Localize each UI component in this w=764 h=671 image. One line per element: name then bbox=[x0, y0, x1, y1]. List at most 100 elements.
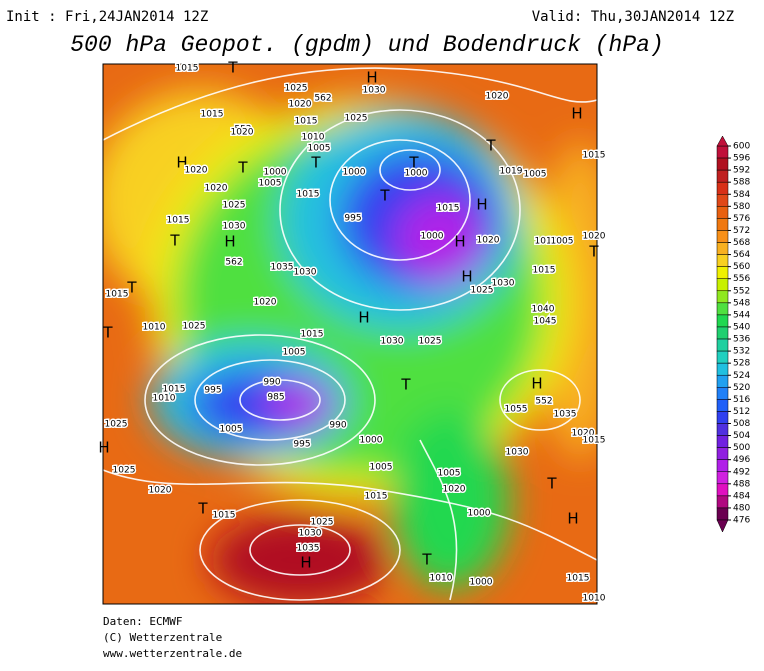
map-field bbox=[103, 64, 597, 604]
colorbar-segment bbox=[716, 290, 729, 304]
isobar-label: 1010 bbox=[535, 237, 558, 247]
colorbar-segment bbox=[716, 145, 729, 159]
pressure-center: T bbox=[169, 232, 180, 250]
colorbar-segment bbox=[716, 230, 729, 243]
pressure-center: T bbox=[310, 154, 321, 172]
isobar-label: 1015 bbox=[201, 110, 224, 120]
isobar-label: 1010 bbox=[302, 133, 325, 143]
isobar-label: 1025 bbox=[345, 114, 368, 124]
colorbar-segment bbox=[716, 387, 729, 400]
isobar-label: 1055 bbox=[505, 405, 528, 415]
isobar-label: 1005 bbox=[370, 463, 393, 473]
isobar-label: 1020 bbox=[583, 232, 606, 242]
isobar-label: 1005 bbox=[283, 348, 306, 358]
colorbar-label: 584 bbox=[733, 190, 750, 200]
isobar-label: 1000 bbox=[421, 232, 444, 242]
isobar-label: 1005 bbox=[220, 425, 243, 435]
isobar-label: 1025 bbox=[471, 286, 494, 296]
colorbar-label: 496 bbox=[733, 455, 750, 465]
isobar-label: 1015 bbox=[583, 436, 606, 446]
pressure-center: H bbox=[461, 268, 472, 286]
colorbar-segment bbox=[716, 362, 729, 376]
colorbar-label: 536 bbox=[733, 335, 750, 345]
isobar-label: 1015 bbox=[295, 117, 318, 127]
colorbar-segment bbox=[716, 423, 729, 436]
colorbar-label: 520 bbox=[733, 383, 750, 393]
isobar-label: 1035 bbox=[297, 544, 320, 554]
isobar-label: 1030 bbox=[223, 222, 246, 232]
isobar-label: 562 bbox=[314, 94, 331, 104]
footer-line: www.wetterzentrale.de bbox=[103, 647, 242, 660]
pressure-center: H bbox=[571, 105, 582, 123]
colorbar-segment bbox=[716, 459, 729, 472]
colorbar-segment bbox=[716, 507, 729, 521]
colorbar-label: 548 bbox=[733, 298, 750, 308]
isobar-label: 1020 bbox=[149, 486, 172, 496]
colorbar-segment bbox=[716, 157, 729, 171]
isobar-label: 1025 bbox=[419, 337, 442, 347]
footer-line: (C) Wetterzentrale bbox=[103, 631, 222, 644]
isobar-label: 1000 bbox=[360, 436, 383, 446]
pressure-center: T bbox=[102, 324, 113, 342]
isobar-label: 1010 bbox=[583, 594, 606, 604]
colorbar-label: 544 bbox=[733, 310, 750, 320]
isobar-label: 1015 bbox=[567, 574, 590, 584]
colorbar-label: 528 bbox=[733, 359, 750, 369]
isobar-label: 1015 bbox=[583, 151, 606, 161]
isobar-label: 1015 bbox=[176, 64, 199, 74]
isobar-label: 1000 bbox=[264, 168, 287, 178]
colorbar-segment bbox=[716, 326, 729, 340]
isobar-label: 1015 bbox=[437, 204, 460, 214]
colorbar-segment bbox=[716, 374, 729, 388]
pressure-center: T bbox=[421, 551, 432, 569]
colorbar-arrow bbox=[716, 519, 729, 533]
colorbar-label: 480 bbox=[733, 503, 750, 513]
colorbar-label: 556 bbox=[733, 274, 750, 284]
colorbar-segment bbox=[716, 242, 729, 255]
isobar-label: 1020 bbox=[185, 166, 208, 176]
isobar-label: 1015 bbox=[533, 266, 556, 276]
colorbar-segment bbox=[716, 483, 729, 497]
isobar-label: 1030 bbox=[506, 448, 529, 458]
isobar-label: 1020 bbox=[443, 485, 466, 495]
isobar-label: 1010 bbox=[143, 323, 166, 333]
isobar-label: 1020 bbox=[231, 128, 254, 138]
colorbar-label: 576 bbox=[733, 214, 750, 224]
colorbar-segment bbox=[716, 206, 729, 219]
isobar-label: 1010 bbox=[153, 394, 176, 404]
map-title: 500 hPa Geopot. (gpdm) und Bodendruck (h… bbox=[70, 32, 664, 58]
init-time: Init : Fri,24JAN2014 12Z bbox=[6, 9, 208, 25]
isobar-label: 1005 bbox=[438, 469, 461, 479]
isobar-label: 1025 bbox=[311, 518, 334, 528]
colorbar-segment bbox=[716, 218, 729, 231]
pressure-center: H bbox=[358, 309, 369, 327]
isobar-label: 1015 bbox=[106, 290, 129, 300]
isobar-label: 1020 bbox=[572, 429, 595, 439]
pressure-center: T bbox=[237, 159, 248, 177]
colorbar-label: 580 bbox=[733, 202, 750, 212]
colorbar-label: 588 bbox=[733, 178, 750, 188]
colorbar-label: 564 bbox=[733, 250, 750, 260]
isobar-label: 1020 bbox=[486, 92, 509, 102]
isobar-label: 1045 bbox=[534, 317, 557, 327]
pressure-center: H bbox=[224, 233, 235, 251]
colorbar-segment bbox=[716, 302, 729, 316]
pressure-center: T bbox=[197, 500, 208, 518]
colorbar-segment bbox=[716, 338, 729, 352]
footer-line: Daten: ECMWF bbox=[103, 615, 182, 628]
isobar-label: 1030 bbox=[381, 337, 404, 347]
pressure-center: T bbox=[408, 154, 419, 172]
colorbar-label: 540 bbox=[733, 323, 750, 333]
colorbar-label: 504 bbox=[733, 431, 750, 441]
colorbar-segment bbox=[716, 181, 729, 195]
isobar-label: 1020 bbox=[205, 184, 228, 194]
isobar-label: 1030 bbox=[299, 529, 322, 539]
isobar-label: 1035 bbox=[554, 410, 577, 420]
isobar-label: 1005 bbox=[259, 179, 282, 189]
pressure-center: T bbox=[379, 187, 390, 205]
pressure-center: H bbox=[98, 439, 109, 457]
isobar-label: 995 bbox=[293, 440, 310, 450]
isobar-label: 562 bbox=[225, 258, 242, 268]
isobar-label: 1020 bbox=[289, 100, 312, 110]
